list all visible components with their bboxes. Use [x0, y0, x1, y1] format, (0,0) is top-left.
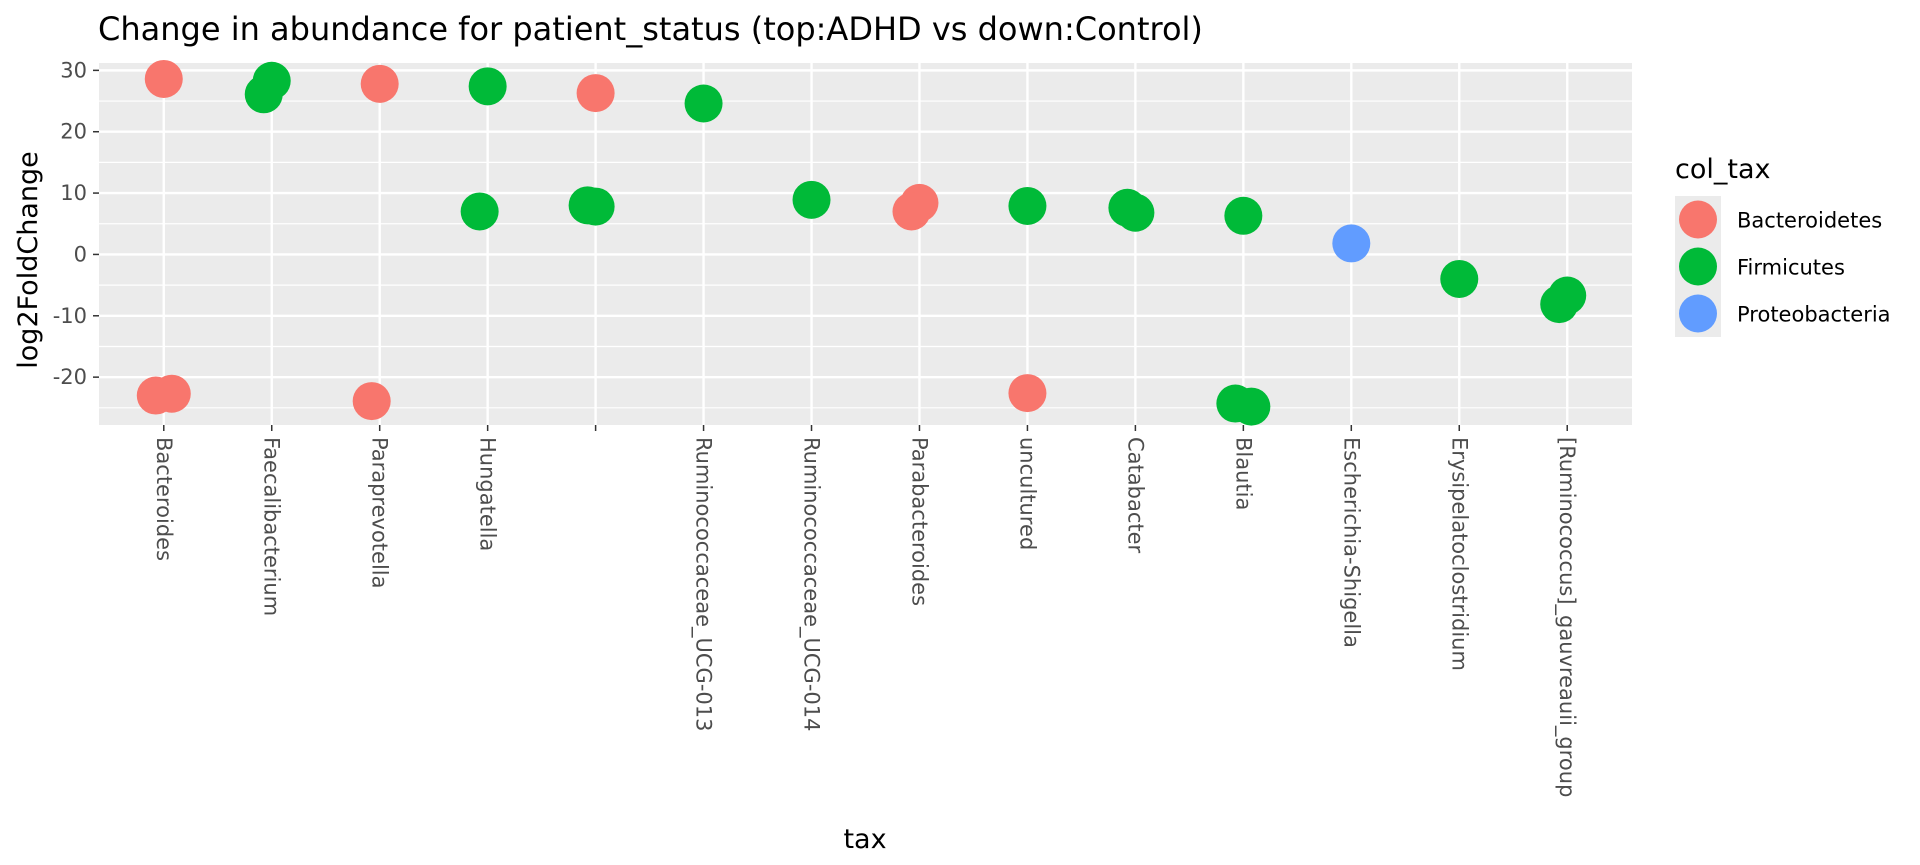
scatter-point [244, 75, 283, 114]
scatter-point [792, 180, 831, 219]
x-tick-label: Paraprevotella [368, 437, 392, 588]
scatter-point [1440, 259, 1479, 298]
scatter-point [1224, 196, 1263, 235]
data-points [136, 59, 1587, 426]
x-tick-label: Erysipelatoclostridium [1447, 437, 1471, 671]
scatter-point [576, 74, 615, 113]
scatter-point [1232, 387, 1271, 426]
x-tick-label: Ruminococcaceae_UCG-013 [691, 437, 716, 731]
y-tick-label: 0 [74, 242, 87, 266]
legend-title: col_tax [1675, 154, 1770, 185]
y-tick-label: -20 [53, 365, 87, 389]
legend-label: Proteobacteria [1737, 303, 1891, 327]
legend: col_tax Bacteroidetes Firmicutes Proteobac… [1675, 154, 1891, 337]
scatter-point [468, 67, 507, 106]
x-axis-title: tax [843, 824, 886, 855]
x-tick-label: Bacteroides [152, 437, 176, 561]
scatter-point [684, 84, 723, 123]
scatter-point [460, 192, 499, 231]
legend-label: Bacteroidetes [1737, 209, 1882, 233]
x-tick-label: Blautia [1231, 437, 1255, 510]
scatter-point [1008, 186, 1047, 225]
scatter-point [144, 59, 183, 98]
scatter-point [360, 64, 399, 103]
legend-marker [1679, 200, 1717, 239]
y-axis: -20 -10 0 10 20 30 [53, 58, 99, 389]
x-tick-label: Catabacter [1123, 437, 1147, 554]
x-tick-label: [Ruminococcus]_gauvreauii_group [1554, 437, 1579, 797]
scatter-point [1108, 188, 1147, 227]
y-tick-label: 10 [60, 181, 87, 205]
plot-panel [99, 63, 1632, 425]
x-tick-label: Ruminococcaceae_UCG-014 [799, 437, 824, 731]
legend-marker [1679, 294, 1717, 333]
x-axis: Bacteroides Faecalibacterium Paraprevotell… [152, 425, 1579, 797]
scatter-point [352, 382, 391, 421]
chart-title: Change in abundance for patient_status (… [98, 10, 1203, 48]
x-tick-label: Hungatella [476, 437, 500, 551]
x-tick-label: uncultured [1015, 437, 1039, 550]
x-tick-label: Faecalibacterium [260, 437, 284, 616]
y-tick-label: -10 [53, 304, 87, 328]
legend-marker [1679, 247, 1717, 286]
scatter-point [568, 186, 607, 225]
y-axis-title: log2FoldChange [13, 151, 44, 368]
y-tick-label: 20 [60, 120, 87, 144]
scatter-point [1332, 224, 1371, 263]
major-gridlines [99, 63, 1632, 425]
scatter-point [1540, 285, 1579, 324]
legend-label: Firmicutes [1737, 256, 1845, 280]
x-tick-label: Parabacteroides [907, 437, 931, 606]
scatter-point [892, 192, 931, 231]
scatter-point [1008, 374, 1047, 413]
scatter-point [152, 374, 191, 413]
y-tick-label: 30 [60, 58, 87, 82]
x-tick-label: Escherichia-Shigella [1339, 437, 1363, 648]
